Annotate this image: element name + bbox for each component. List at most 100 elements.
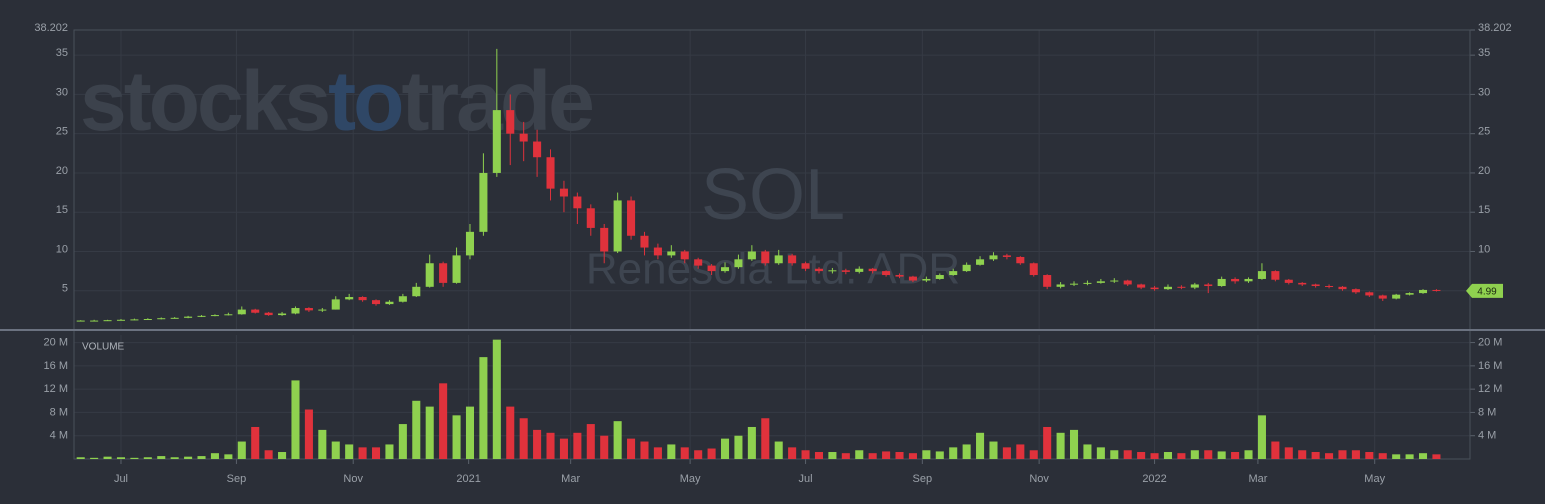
volume-bar: [841, 453, 850, 459]
volume-bar: [116, 457, 126, 459]
y-tick-label-right: 30: [1478, 86, 1490, 98]
candle-body: [1150, 287, 1159, 290]
candle-body: [1217, 278, 1226, 287]
candle-body: [788, 255, 797, 264]
y-tick-label: 20: [56, 165, 68, 177]
volume-bar: [949, 447, 958, 459]
candle-body: [1244, 278, 1253, 282]
last-price-label: 4.99: [1477, 286, 1497, 297]
x-tick-label: May: [1364, 473, 1385, 485]
volume-bar: [278, 452, 287, 459]
candle-body: [1110, 280, 1119, 282]
y-tick-label: 38.202: [34, 22, 68, 34]
volume-bar: [318, 429, 327, 459]
candle-body: [157, 318, 166, 320]
x-tick-label: Jul: [799, 473, 813, 485]
x-tick-label: Mar: [561, 473, 580, 485]
candle-body: [640, 235, 649, 248]
volume-bar: [1204, 450, 1213, 459]
volume-bar: [237, 441, 246, 459]
candle-body: [627, 200, 636, 236]
candle-body: [707, 265, 716, 272]
volume-bar: [1177, 453, 1186, 459]
candle-body: [76, 320, 85, 322]
volume-bar: [1378, 453, 1387, 459]
candle-body: [345, 297, 354, 300]
candle-body: [694, 259, 703, 266]
candle-body: [774, 255, 783, 264]
volume-bar: [506, 406, 515, 459]
candle-body: [170, 317, 179, 319]
volume-bar: [1002, 447, 1011, 459]
volume-bar: [1043, 426, 1052, 459]
volume-bar: [976, 432, 985, 459]
candle-body: [559, 188, 568, 197]
candle-body: [237, 309, 246, 315]
volume-bar: [1069, 429, 1079, 459]
volume-bar: [788, 447, 797, 459]
volume-tick-label: 20 M: [44, 336, 68, 348]
volume-bar: [1311, 452, 1320, 459]
y-tick-label-right: 20: [1478, 165, 1490, 177]
candle-body: [1378, 295, 1387, 299]
candle-body: [1137, 284, 1146, 288]
candle-body: [1257, 271, 1266, 279]
volume-bar: [747, 426, 756, 459]
candle-body: [546, 157, 555, 189]
candle-body: [1163, 286, 1173, 290]
candle-body: [331, 299, 340, 310]
candle-body: [210, 315, 219, 317]
candle-body: [358, 297, 367, 301]
volume-bar: [331, 441, 340, 459]
candle-body: [747, 251, 756, 260]
volume-bar: [734, 435, 743, 459]
y-tick-label-right: 25: [1478, 126, 1490, 138]
volume-bar: [345, 444, 354, 459]
volume-bar: [479, 357, 488, 459]
y-tick-label: 15: [56, 204, 68, 216]
volume-bar: [1231, 452, 1240, 459]
candle-body: [1298, 282, 1307, 285]
volume-bar: [774, 441, 783, 459]
candle-body: [828, 270, 837, 272]
candle-body: [1069, 283, 1079, 285]
volume-bar: [385, 444, 394, 459]
volume-bar: [157, 456, 166, 459]
candle-body: [197, 315, 206, 317]
volume-tick-label: 4 M: [50, 430, 68, 442]
y-tick-label-right: 35: [1478, 47, 1490, 59]
candle-body: [1231, 278, 1240, 282]
volume-bar: [855, 450, 864, 459]
volume-bar: [1365, 452, 1374, 459]
volume-bar: [1271, 441, 1280, 459]
volume-bar: [1257, 415, 1266, 459]
candle-body: [908, 276, 917, 281]
candle-body: [278, 313, 287, 316]
candle-body: [398, 296, 407, 302]
volume-bar: [694, 450, 703, 459]
volume-bar: [613, 421, 622, 459]
candle-body: [841, 270, 850, 272]
volume-bar: [1338, 450, 1347, 459]
volume-bar: [1016, 444, 1025, 459]
candle-body: [1338, 286, 1347, 290]
candle-body: [1418, 289, 1428, 294]
y-tick-label-right: 15: [1478, 204, 1490, 216]
candle-body: [1392, 294, 1401, 299]
candle-body: [855, 268, 864, 272]
y-tick-label: 35: [56, 47, 68, 59]
candle-body: [452, 255, 461, 283]
volume-bar: [680, 447, 689, 459]
volume-bar: [304, 409, 313, 459]
candle-body: [465, 231, 475, 256]
volume-bar: [814, 452, 824, 459]
candle-body: [385, 301, 394, 305]
volume-bar: [210, 453, 219, 459]
candle-body: [814, 268, 824, 272]
candle-body: [734, 259, 743, 268]
volume-tick-label-right: 16 M: [1478, 360, 1502, 372]
candle-body: [922, 278, 931, 281]
candle-body: [251, 309, 260, 313]
